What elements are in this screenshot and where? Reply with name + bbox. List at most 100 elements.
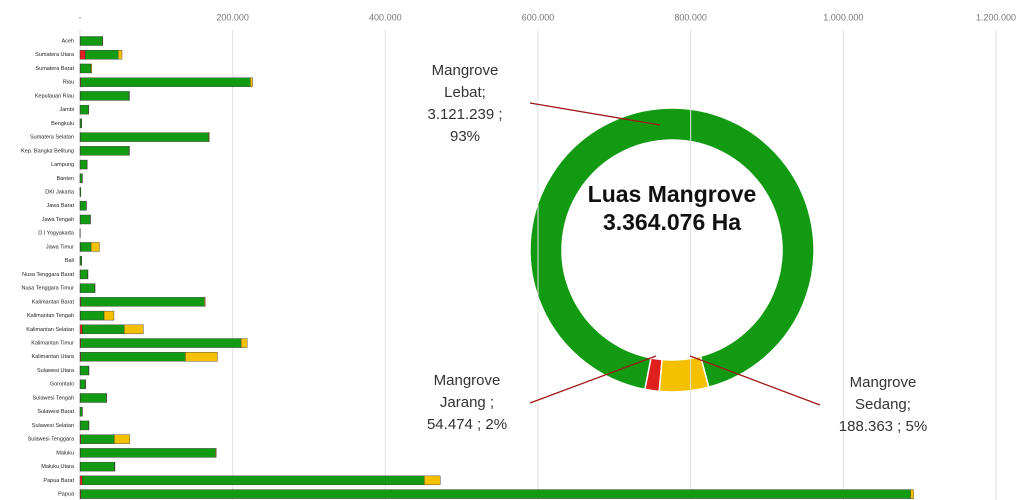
y-tick-label: Sulawesi Selatan xyxy=(32,423,74,429)
y-tick-label: Sumatera Selatan xyxy=(30,135,74,141)
y-tick-label: Jawa Timur xyxy=(46,244,74,250)
bar-segment xyxy=(79,104,89,115)
bar-segment xyxy=(80,393,107,403)
bar-segment xyxy=(424,475,441,486)
bar-segment xyxy=(80,36,103,46)
bar-segment xyxy=(79,118,82,129)
bar-segment xyxy=(117,50,123,60)
bar-segment xyxy=(79,324,83,335)
y-tick-label: Jawa Barat xyxy=(46,203,74,209)
bar-segment xyxy=(82,324,125,335)
bar-plot: - 200.000 400.000 600.000 800.000 1.000.000 1.… xyxy=(21,12,1016,500)
slice-name: Mangrove Sedang; xyxy=(849,374,917,413)
bar-segment xyxy=(80,297,205,307)
bar-segment xyxy=(114,434,130,444)
x-tick-label: 1.000.000 xyxy=(823,12,863,22)
slice-value: 188.363 ; 5% xyxy=(838,418,928,435)
y-tick-label: DKI Jakarta xyxy=(45,189,75,195)
y-tick-label: D.I Yogyakarta xyxy=(38,231,75,237)
bar-segment xyxy=(79,269,88,280)
y-tick-label: Papua Barat xyxy=(43,478,74,484)
bar-segment xyxy=(79,201,87,211)
bar-segment xyxy=(79,255,82,266)
leader-line xyxy=(689,355,821,406)
slice-label: Mangrove Sedang; 188.363 ; 5% xyxy=(828,372,938,438)
bar-segment xyxy=(80,63,92,74)
y-tick-label: Bengkulu xyxy=(51,121,74,127)
y-tick-label: Maluku xyxy=(56,450,74,456)
slice-label: Mangrove Jarang ; 54.474 ; 2% xyxy=(412,370,522,436)
bar-segment xyxy=(80,77,251,87)
bar-segment xyxy=(82,475,425,486)
slice-label: Mangrove Lebat; 3.121.239 ; 93% xyxy=(410,60,520,148)
bar-segment xyxy=(79,475,83,486)
bar-segment xyxy=(80,310,105,321)
slice-value: 3.121.239 ; 93% xyxy=(427,106,503,145)
y-tick-label: Nusa Tenggara Barat xyxy=(22,272,74,278)
y-tick-label: Sulawesi Tenggara xyxy=(28,437,75,443)
y-tick-label: Kalimantan Barat xyxy=(32,299,75,305)
y-tick-label: Bali xyxy=(65,258,74,264)
bar-segment xyxy=(80,146,130,156)
donut-slice xyxy=(529,107,815,391)
y-tick-label: Sulawesi Tengah xyxy=(33,395,74,401)
y-tick-label: Sumatera Barat xyxy=(35,66,74,72)
bar-segment xyxy=(85,50,119,60)
x-tick-label: 800.000 xyxy=(674,12,707,22)
y-tick-label: Lampung xyxy=(51,162,74,168)
bar-segment xyxy=(208,132,210,142)
bar-segment xyxy=(80,283,95,293)
bar-segment xyxy=(79,379,86,389)
bar-segment xyxy=(250,77,253,87)
y-tick-label: Gorontalo xyxy=(50,382,74,388)
bar-segment xyxy=(80,338,242,348)
bar-segment xyxy=(124,324,144,335)
bar-segment xyxy=(79,173,83,184)
slice-name: Mangrove Lebat; xyxy=(431,62,499,101)
donut-slice xyxy=(658,355,710,393)
bar-segment xyxy=(80,214,91,225)
y-tick-label: Nusa Tenggara Timur xyxy=(22,286,75,292)
bar-segment xyxy=(79,50,86,60)
x-tick-label: 200.000 xyxy=(216,12,249,22)
y-tick-label: Kalimantan Selatan xyxy=(26,327,74,333)
donut-hole-bg xyxy=(562,140,782,360)
y-tick-label: Kepulauan Riau xyxy=(35,93,74,99)
y-tick-label: Maluku Utara xyxy=(41,464,75,470)
y-tick-label: Kep. Bangka Belitung xyxy=(21,148,74,154)
bar-segment xyxy=(185,352,218,362)
bar-segment xyxy=(80,420,89,431)
bar-segment xyxy=(80,91,130,101)
y-tick-label: Banten xyxy=(57,176,74,182)
donut-center-label: Luas Mangrove 3.364.076 Ha xyxy=(587,181,757,235)
bar-segment xyxy=(910,489,914,499)
leader-line xyxy=(529,355,657,404)
bar-segment xyxy=(80,132,209,142)
x-tick-label: 1.200.000 xyxy=(976,12,1016,22)
y-tick-label: Kalimantan Timur xyxy=(31,341,74,347)
slice-name: Mangrove Jarang ; xyxy=(433,372,501,411)
leader-line xyxy=(529,102,661,126)
y-tick-label: Sumatera Utara xyxy=(35,52,75,58)
bar-segment xyxy=(103,310,115,321)
y-tick-label: Aceh xyxy=(61,38,74,44)
bar-segment xyxy=(80,448,216,458)
bar-segment xyxy=(79,407,83,417)
y-tick-label: Sulawesi Utara xyxy=(37,368,75,374)
y-tick-label: Papua xyxy=(58,492,75,498)
bar-segment xyxy=(204,297,206,307)
x-tick-label: 600.000 xyxy=(522,12,555,22)
bar-segment xyxy=(80,352,186,362)
x-tick-label: - xyxy=(79,12,82,22)
y-tick-label: Kalimantan Utara xyxy=(32,354,75,360)
y-tick-label: Jambi xyxy=(59,107,74,113)
y-tick-label: Riau xyxy=(63,80,74,86)
y-tick-label: Jawa Tengah xyxy=(42,217,74,223)
x-tick-label: 400.000 xyxy=(369,12,402,22)
bar-segment xyxy=(80,365,89,376)
bar-segment xyxy=(90,63,92,74)
bar-segment xyxy=(240,338,248,348)
bar-segment xyxy=(80,242,92,252)
